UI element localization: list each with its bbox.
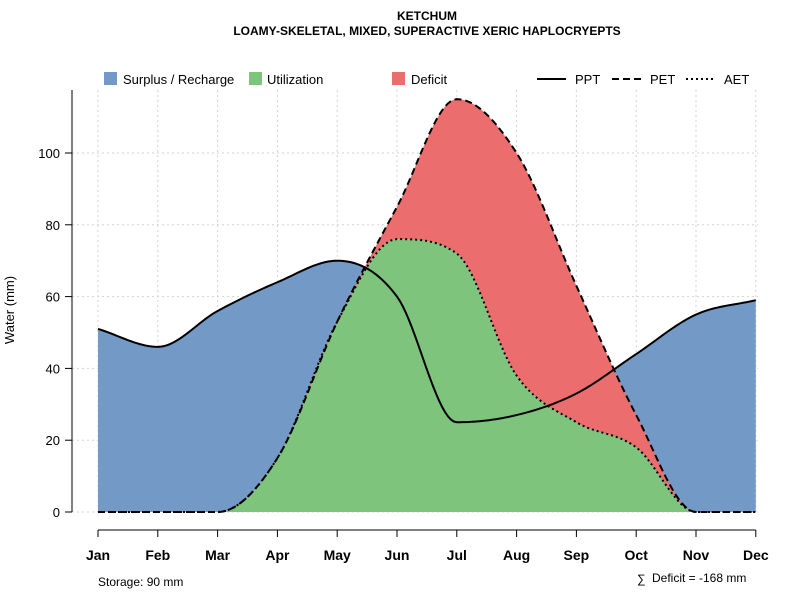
area-deficit [98,99,756,513]
chart-subtitle: LOAMY-SKELETAL, MIXED, SUPERACTIVE XERIC… [233,24,620,38]
legend: Surplus / Recharge Utilization Deficit P… [104,72,749,87]
x-tick-label-aug: Aug [503,547,530,563]
x-tick-label-dec: Dec [743,547,769,563]
line-aet [98,238,756,513]
legend-label-deficit: Deficit [411,72,448,87]
x-tick-label-jun: Jun [385,547,410,563]
area-utilization [98,239,756,512]
legend-label-ppt: PPT [575,72,600,87]
y-tick-label-80: 80 [46,218,60,233]
y-tick-label-100: 100 [38,146,60,161]
area-fills [98,99,756,513]
legend-swatch-utilization [249,72,262,85]
y-axis-label: Water (mm) [2,276,17,344]
y-tick-label-40: 40 [46,361,60,376]
y-tick-label-60: 60 [46,290,60,305]
x-tick-label-feb: Feb [145,547,170,563]
legend-label-surplus: Surplus / Recharge [123,72,234,87]
storage-note: Storage: 90 mm [98,575,183,589]
deficit-sum-symbol: ∑ [637,572,646,586]
legend-swatch-surplus [104,72,117,85]
y-tick-label-0: 0 [53,505,60,520]
legend-label-pet: PET [650,72,675,87]
x-tick-label-jan: Jan [86,547,110,563]
chart-title: KETCHUM [397,9,457,23]
x-tick-label-jul: Jul [447,547,467,563]
x-tick-label-nov: Nov [683,547,710,563]
legend-swatch-deficit [392,72,405,85]
x-tick-label-apr: Apr [265,547,290,563]
series-lines [97,98,757,513]
y-tick-label-20: 20 [46,433,60,448]
line-ppt [97,259,757,424]
x-tick-label-sep: Sep [564,547,590,563]
line-pet [98,98,756,513]
axes: 0 20 40 60 80 100 Jan Feb Mar Apr May Jun Jul Aug Sep O… [38,90,769,563]
legend-label-aet: AET [724,72,749,87]
deficit-note: Deficit = -168 mm [652,571,746,585]
x-tick-label-mar: Mar [205,547,230,563]
x-tick-label-may: May [324,547,351,563]
legend-label-utilization: Utilization [267,72,323,87]
x-tick-label-oct: Oct [625,547,649,563]
